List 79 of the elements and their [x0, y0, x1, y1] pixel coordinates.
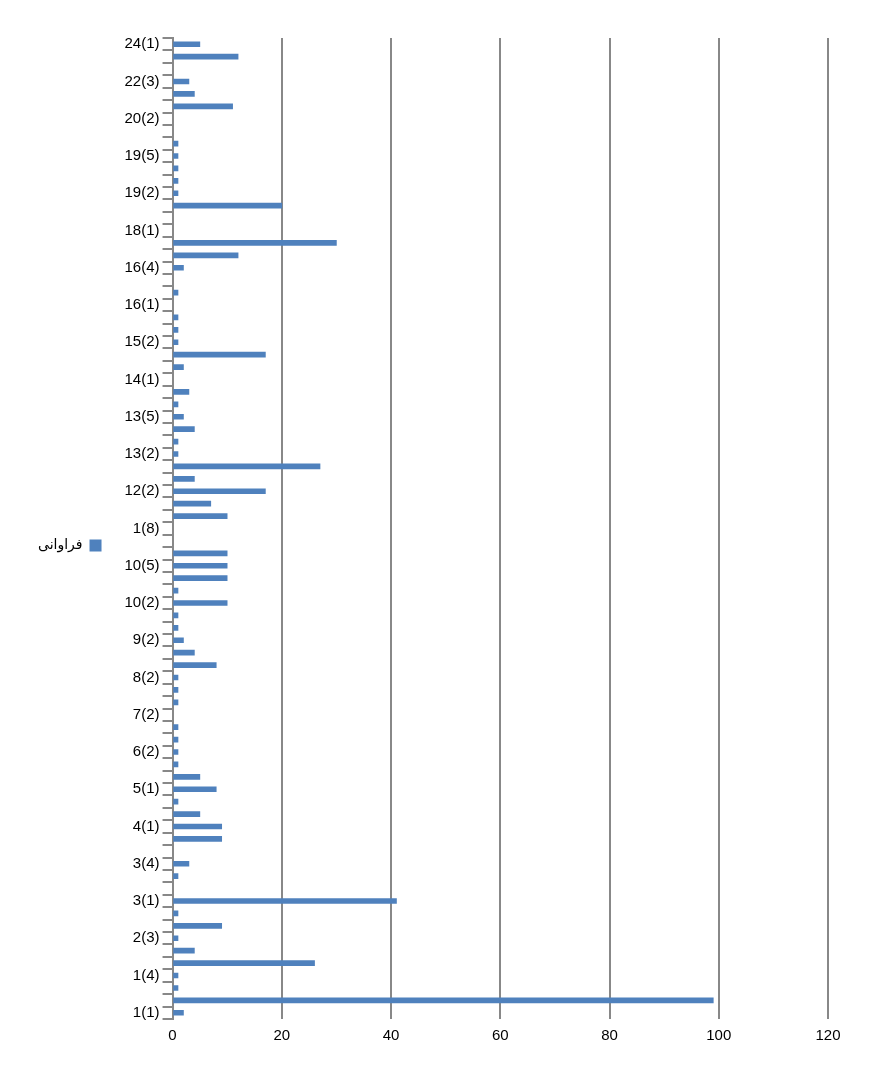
bar	[173, 488, 266, 495]
bar	[173, 413, 184, 420]
bar	[173, 240, 337, 246]
y-tick-label: 9(2)	[132, 630, 160, 648]
y-tick-label: 14(1)	[124, 369, 160, 387]
y-tick-label: 3(4)	[132, 853, 160, 871]
y-tick-label: 4(1)	[132, 816, 160, 834]
bar	[173, 91, 195, 97]
bar	[173, 252, 239, 259]
bar	[173, 513, 228, 519]
y-tick-label: 7(2)	[132, 704, 160, 722]
bar	[173, 637, 184, 644]
bar	[173, 649, 195, 656]
bar	[173, 985, 179, 991]
y-tick-label: 13(2)	[124, 444, 160, 462]
bar	[173, 600, 228, 606]
bar	[173, 836, 223, 842]
y-tick-label: 5(1)	[132, 779, 160, 797]
y-tick-label: 16(1)	[124, 295, 160, 313]
bar	[173, 389, 190, 395]
y-tick-label: 20(2)	[124, 108, 160, 126]
y-tick-label: 10(2)	[124, 593, 160, 611]
bar	[173, 898, 397, 904]
bar	[173, 326, 179, 333]
bar	[173, 749, 179, 755]
bar	[173, 724, 179, 731]
y-tick-label: 10(5)	[124, 555, 160, 573]
bar	[173, 873, 179, 880]
bar	[173, 798, 179, 805]
bar	[173, 451, 179, 457]
bar	[173, 923, 223, 929]
x-tick-label: 20	[273, 1026, 291, 1044]
bar	[173, 1009, 184, 1016]
x-tick-label: 80	[601, 1026, 618, 1044]
bar	[173, 562, 228, 569]
bar	[173, 811, 201, 817]
y-tick-label: 16(4)	[124, 257, 160, 275]
bar	[173, 476, 195, 482]
x-tick-label: 40	[382, 1026, 400, 1044]
y-tick-label: 12(2)	[124, 481, 160, 499]
bar	[173, 625, 179, 631]
y-tick-label: 22(3)	[124, 71, 160, 89]
bar	[173, 401, 179, 408]
bar	[173, 687, 179, 693]
bar	[173, 41, 201, 48]
x-tick-label: 120	[815, 1026, 841, 1044]
y-tick-label: 1(8)	[132, 518, 160, 536]
bar	[173, 786, 217, 793]
bar	[173, 935, 179, 942]
bar	[173, 103, 233, 110]
bar	[173, 339, 179, 346]
bar	[173, 264, 184, 271]
bar	[173, 774, 201, 780]
y-tick-label: 2(3)	[132, 928, 160, 946]
bar	[173, 426, 195, 432]
y-tick-label: 13(5)	[124, 406, 160, 424]
bar	[173, 153, 179, 159]
y-tick-label: 3(1)	[132, 891, 160, 909]
y-tick-label: 18(1)	[124, 220, 160, 238]
y-tick-label: 1(4)	[132, 965, 160, 983]
y-tick-label: 19(2)	[124, 183, 160, 201]
y-tick-label: 15(2)	[124, 332, 160, 350]
bar	[173, 960, 315, 966]
bar	[173, 190, 179, 197]
y-tick-label: 19(5)	[124, 146, 160, 164]
bar	[173, 364, 184, 370]
x-tick-label: 100	[706, 1026, 732, 1044]
y-tick-label: 24(1)	[124, 34, 160, 52]
legend-label: فراوانی	[37, 536, 83, 554]
bar	[173, 575, 228, 581]
bar	[173, 860, 190, 867]
bar	[173, 947, 195, 954]
y-tick-label: 1(1)	[132, 1002, 160, 1020]
y-tick-label: 8(2)	[132, 667, 160, 685]
y-tick-label: 6(2)	[132, 742, 160, 760]
bar	[173, 662, 217, 668]
bar	[173, 177, 179, 184]
x-tick-label: 0	[168, 1026, 177, 1044]
x-tick-label: 60	[491, 1026, 509, 1044]
